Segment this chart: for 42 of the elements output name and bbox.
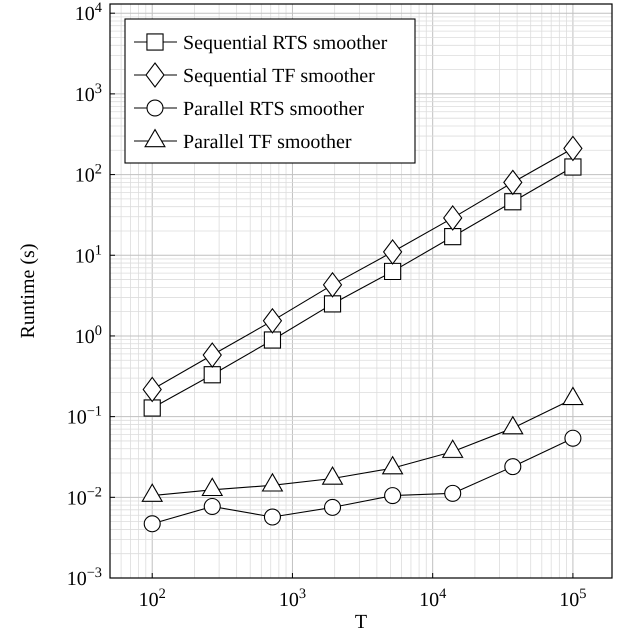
x-tick-label: 10$^{3}$: [278, 586, 306, 611]
y-tick-label: 10$^{−3}$: [66, 565, 102, 590]
point: [202, 342, 222, 368]
y-tick-label: 10$^{2}$: [74, 162, 102, 187]
y-tick-label: 10$^{−1}$: [66, 404, 102, 429]
y-tick-label: 10$^{−2}$: [66, 484, 102, 510]
y-tick-label: 10$^{3}$: [74, 80, 102, 106]
legend-label: Sequential RTS smoother: [183, 32, 388, 54]
point: [444, 228, 462, 246]
point: [142, 376, 162, 402]
point: [384, 262, 402, 280]
point: [144, 515, 161, 532]
point: [264, 508, 281, 526]
point: [504, 193, 522, 210]
legend-label: Sequential TF smoother: [183, 65, 376, 87]
point: [503, 170, 522, 195]
point: [563, 136, 582, 161]
x-tick-label: 10$^{4}$: [419, 586, 446, 611]
point: [564, 158, 582, 176]
point: [383, 239, 402, 264]
legend-label: Parallel RTS smoother: [183, 98, 364, 120]
x-tick-label: 10$^{5}$: [559, 586, 587, 611]
point: [204, 498, 221, 515]
point: [504, 458, 522, 476]
point: [264, 331, 282, 349]
y-axis-title: Runtime (s): [17, 244, 39, 338]
point: [262, 308, 282, 334]
x-axis-title: T: [354, 611, 368, 633]
point: [144, 399, 161, 417]
point: [444, 484, 462, 502]
x-tick-label: 10$^{2}$: [138, 586, 166, 611]
y-tick-label: 10$^{4}$: [74, 0, 102, 26]
point: [322, 272, 342, 298]
point: [443, 205, 462, 230]
point: [384, 487, 402, 504]
point: [564, 430, 582, 447]
y-tick-label: 10$^{1}$: [74, 242, 102, 268]
legend-label: Parallel TF smoother: [183, 131, 352, 153]
point: [324, 498, 342, 516]
point: [324, 295, 342, 312]
point: [204, 366, 221, 384]
y-tick-label: 10$^{0}$: [74, 322, 102, 348]
